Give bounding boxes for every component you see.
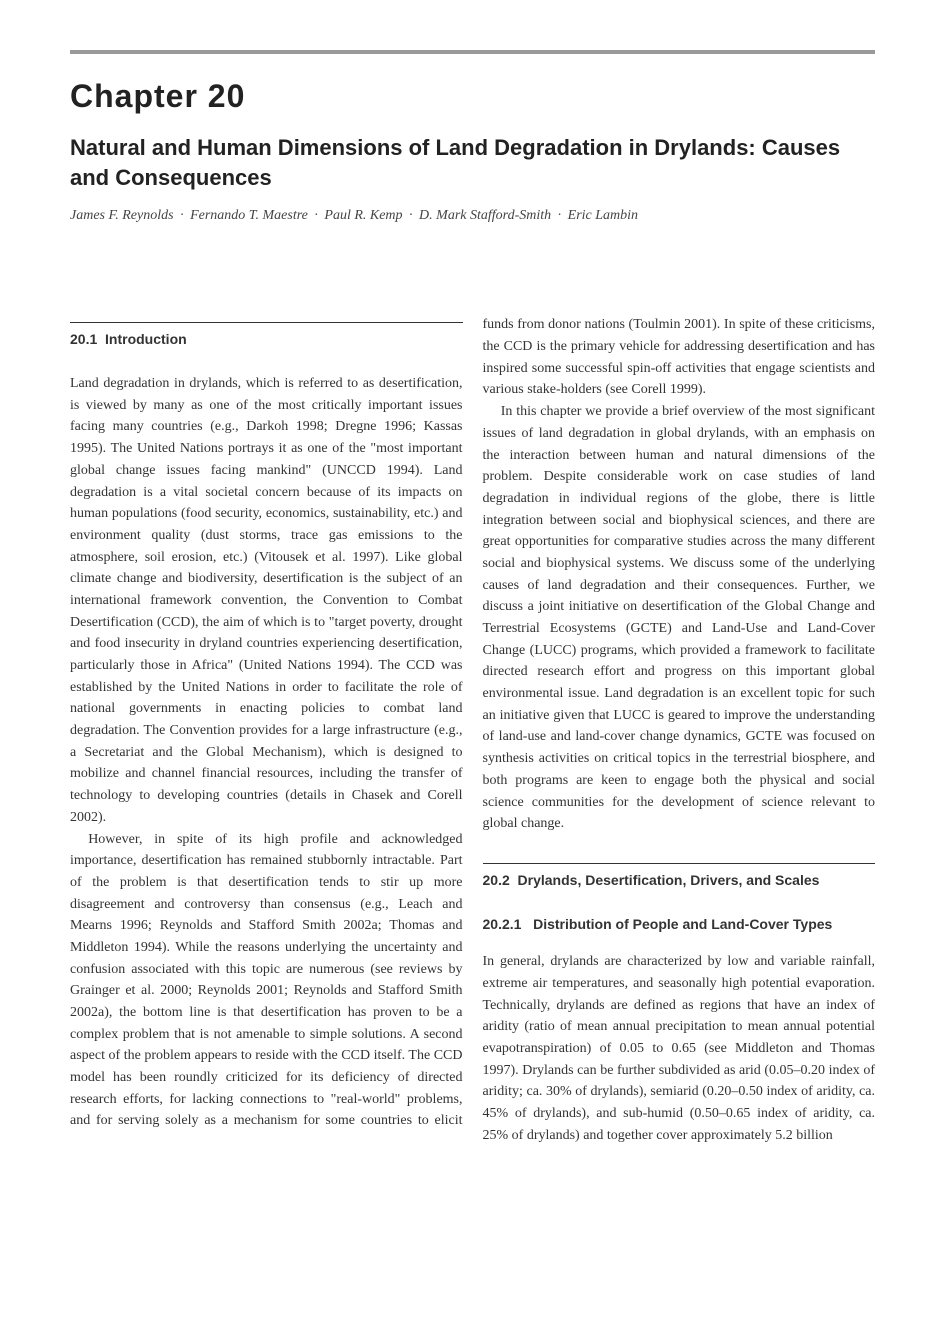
- subsection-number: 20.2.1: [483, 916, 522, 932]
- chapter-label: Chapter 20: [70, 78, 875, 115]
- section-title: Introduction: [105, 331, 187, 347]
- author-separator: ·: [308, 208, 325, 223]
- paragraph: Land degradation in drylands, which is r…: [70, 373, 463, 828]
- author: Eric Lambin: [568, 208, 638, 223]
- paragraph: In general, drylands are characterized b…: [483, 951, 876, 1146]
- subsection-title: Distribution of People and Land-Cover Ty…: [533, 916, 832, 932]
- subsection-heading: 20.2.1 Distribution of People and Land-C…: [483, 914, 876, 936]
- section-number: 20.1: [70, 331, 97, 347]
- section-heading: 20.1 Introduction: [70, 322, 463, 351]
- top-rule: [70, 50, 875, 54]
- section-number: 20.2: [483, 872, 510, 888]
- paper-page: Chapter 20 Natural and Human Dimensions …: [0, 0, 945, 1323]
- author: D. Mark Stafford-Smith: [419, 208, 551, 223]
- section-heading: 20.2 Drylands, Desertification, Drivers,…: [483, 863, 876, 892]
- author: Fernando T. Maestre: [190, 208, 308, 223]
- author: Paul R. Kemp: [324, 208, 402, 223]
- author-list: James F. Reynolds · Fernando T. Maestre …: [70, 208, 875, 224]
- paragraph: In this chapter we provide a brief overv…: [483, 401, 876, 835]
- section-title: Drylands, Desertification, Drivers, and …: [518, 872, 820, 888]
- body-columns: 20.1 Introduction Land degradation in dr…: [70, 314, 875, 1146]
- author-separator: ·: [174, 208, 191, 223]
- author-separator: ·: [551, 208, 568, 223]
- author-separator: ·: [403, 208, 420, 223]
- chapter-title: Natural and Human Dimensions of Land Deg…: [70, 133, 875, 192]
- author: James F. Reynolds: [70, 208, 174, 223]
